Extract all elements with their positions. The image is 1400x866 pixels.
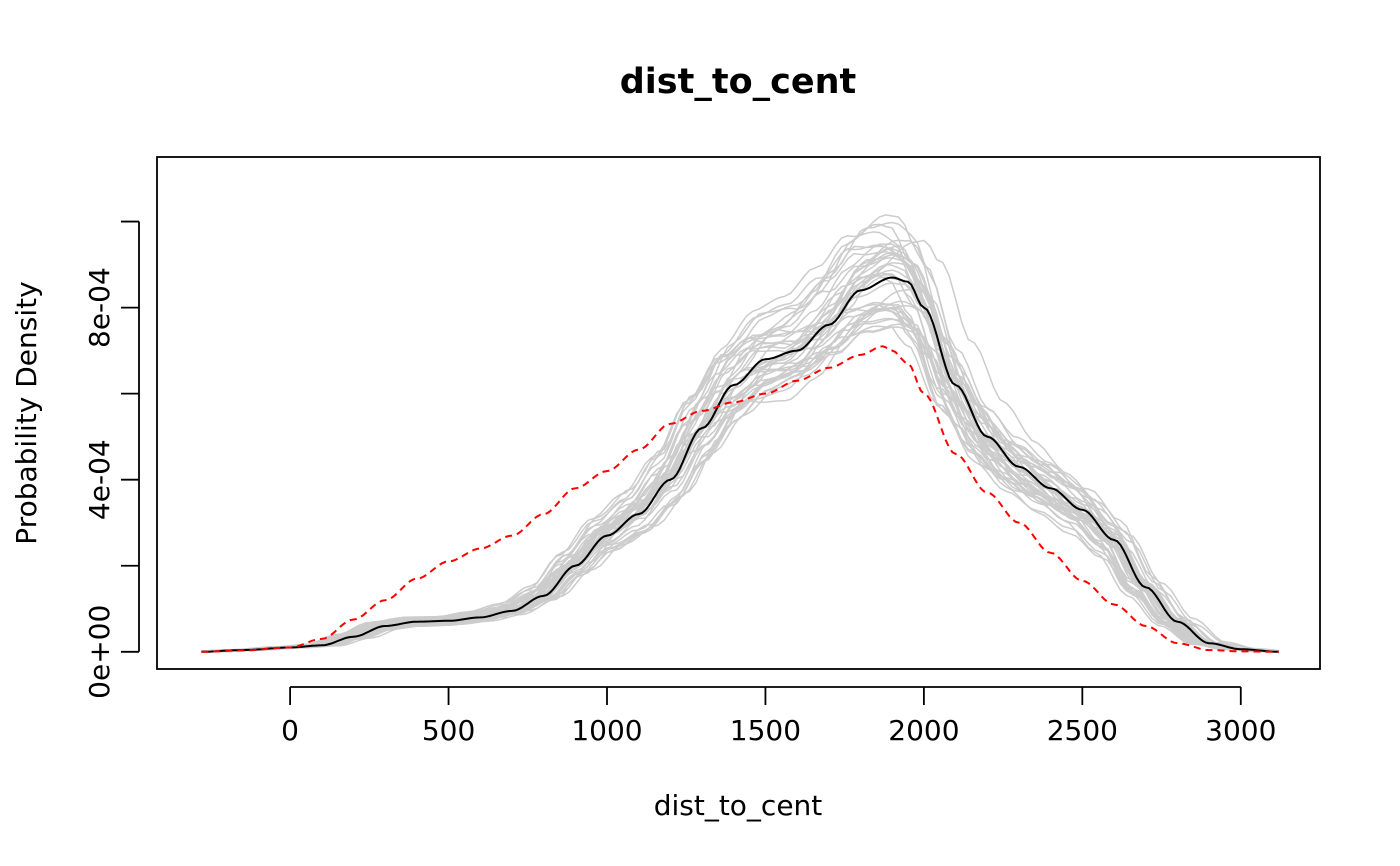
y-axis-label: Probability Density (10, 281, 43, 544)
simulated-curve (201, 231, 1279, 653)
simulated-curve (201, 317, 1279, 653)
simulated-curve (201, 254, 1279, 653)
simulated-curve (201, 300, 1279, 653)
simulated-curve (201, 250, 1279, 653)
simulated-curve (201, 221, 1279, 653)
simulated-curve (201, 244, 1279, 653)
x-tick-label: 500 (422, 714, 475, 747)
simulated-curve (201, 325, 1279, 653)
x-axis: 0 500 1000 1500 2000 2500 3000 (281, 686, 1276, 747)
simulated-density-curves (201, 214, 1279, 653)
simulated-curve (201, 269, 1279, 653)
simulated-curve (201, 253, 1279, 653)
y-tick-label: 0e+00 (83, 605, 116, 699)
simulated-curve (201, 318, 1279, 653)
simulated-curve (201, 243, 1279, 653)
simulated-curve (201, 263, 1279, 653)
chart-title: dist_to_cent (620, 62, 857, 102)
simulated-curve (201, 214, 1279, 653)
simulated-curve (201, 245, 1279, 653)
x-tick-label: 1500 (730, 714, 801, 747)
simulated-curve (201, 276, 1279, 653)
simulated-curve (201, 272, 1279, 653)
simulated-curve (201, 326, 1279, 653)
simulated-curve (201, 323, 1279, 653)
simulated-curve (201, 239, 1279, 653)
y-tick-label: 8e-04 (83, 267, 116, 348)
x-tick-label: 3000 (1205, 714, 1276, 747)
observed-density-line (201, 345, 1279, 653)
simulated-curve (201, 223, 1279, 653)
plot-frame (156, 156, 1321, 670)
simulated-curve (201, 307, 1279, 653)
y-axis: 0e+00 4e-04 8e-04 (83, 220, 140, 699)
simulated-curve (201, 251, 1279, 653)
main-series-layer (201, 276, 1279, 653)
x-tick-label: 2500 (1047, 714, 1118, 747)
x-tick-label: 0 (281, 714, 299, 747)
simulated-curve (201, 247, 1279, 653)
simulated-curve (201, 261, 1279, 653)
y-tick-label: 4e-04 (83, 439, 116, 520)
simulated-curve (201, 273, 1279, 653)
simulated-curve (201, 244, 1279, 653)
simulated-curve (201, 239, 1279, 653)
simulated-curve (201, 273, 1279, 653)
x-tick-label: 2000 (888, 714, 959, 747)
x-axis-label: dist_to_cent (654, 789, 823, 822)
mean-density-line (201, 276, 1279, 653)
x-tick-label: 1000 (571, 714, 642, 747)
simulated-curve (201, 257, 1279, 653)
